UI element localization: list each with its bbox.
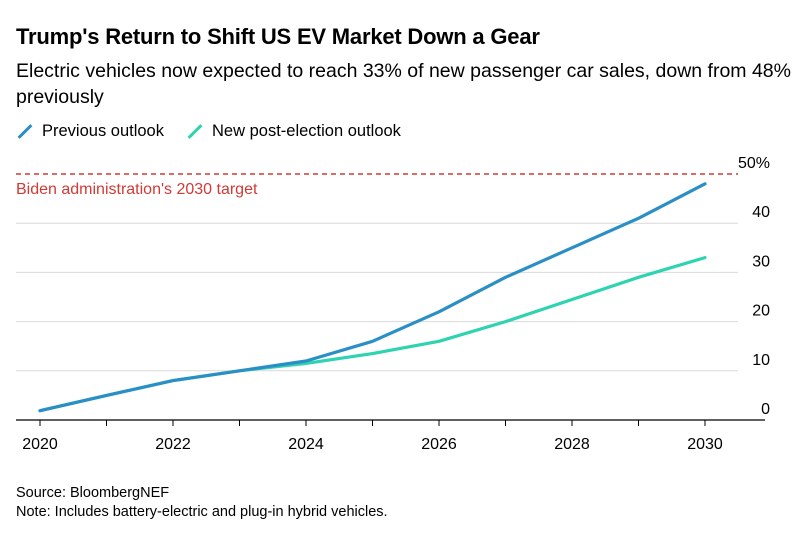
- y-tick-label-20: 20: [752, 303, 770, 320]
- legend-label-new: New post-election outlook: [212, 122, 401, 140]
- y-tick-label-30: 30: [752, 253, 770, 270]
- legend-item-previous: Previous outlook: [16, 122, 164, 141]
- source-note: Source: BloombergNEF: [16, 485, 170, 501]
- x-tick-label-2020: 2020: [22, 436, 58, 453]
- footnote: Note: Includes battery-electric and plug…: [16, 504, 388, 520]
- x-tick-label-2026: 2026: [421, 436, 457, 453]
- legend-label-previous: Previous outlook: [42, 122, 164, 140]
- x-tick-label-2022: 2022: [155, 436, 191, 453]
- legend-item-new: New post-election outlook: [186, 122, 401, 141]
- x-tick-label-2028: 2028: [554, 436, 590, 453]
- y-tick-label-0: 0: [761, 401, 770, 418]
- y-tick-label-50: 50%: [738, 155, 770, 172]
- y-tick-label-40: 40: [752, 204, 770, 221]
- chart-title: Trump's Return to Shift US EV Market Dow…: [16, 24, 540, 49]
- target-label: Biden administration's 2030 target: [16, 181, 258, 198]
- x-tick-label-2030: 2030: [687, 436, 723, 453]
- x-tick-label-2024: 2024: [288, 436, 324, 453]
- series-line-previous: [38, 182, 707, 413]
- y-tick-label-10: 10: [752, 352, 770, 369]
- chart-subtitle: Electric vehicles now expected to reach …: [16, 60, 791, 108]
- chart-footer: Source: BloombergNEF Note: Includes batt…: [16, 484, 388, 522]
- legend: Previous outlook New post-election outlo…: [16, 122, 401, 141]
